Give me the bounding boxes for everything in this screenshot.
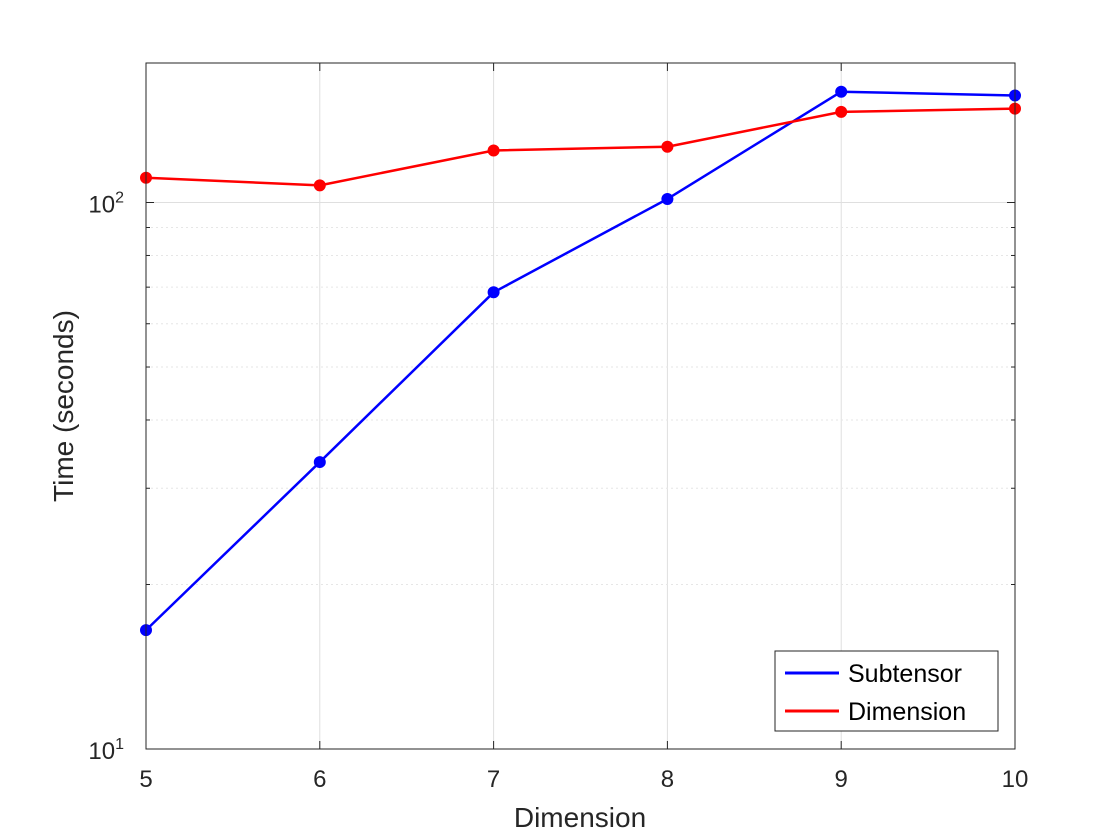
plot-area xyxy=(146,63,1015,749)
data-point-dimension xyxy=(835,105,848,118)
data-point-dimension xyxy=(487,144,500,157)
y-tick-label: 101 xyxy=(88,736,124,765)
x-tick-label: 7 xyxy=(487,766,500,793)
series-line-dimension xyxy=(145,107,1016,187)
data-point-dimension xyxy=(313,179,326,192)
data-point-subtensor xyxy=(487,286,500,299)
legend-label-subtensor: Subtensor xyxy=(848,660,962,688)
x-axis-label: Dimension xyxy=(514,802,646,833)
plot-frame xyxy=(145,62,1016,750)
data-point-subtensor xyxy=(835,85,848,98)
y-tick-label: 102 xyxy=(88,190,124,219)
x-tick-label: 8 xyxy=(661,766,674,793)
legend-label-dimension: Dimension xyxy=(848,698,966,726)
y-tick-labels: 101 102 xyxy=(88,190,124,765)
series-line-subtensor xyxy=(145,90,1016,632)
x-tick-label: 9 xyxy=(835,766,848,793)
x-tick-labels: 5 6 7 8 9 10 xyxy=(139,766,1028,793)
data-point-subtensor xyxy=(661,192,674,205)
x-tick-label: 10 xyxy=(1002,766,1029,793)
data-point-subtensor xyxy=(313,456,326,469)
y-axis-label: Time (seconds) xyxy=(48,310,79,502)
data-point-dimension xyxy=(661,140,674,153)
legend: Subtensor Dimension xyxy=(774,650,999,732)
x-tick-label: 5 xyxy=(139,766,152,793)
x-tick-label: 6 xyxy=(313,766,326,793)
legend-box xyxy=(774,650,999,732)
series-layer xyxy=(140,85,1021,637)
